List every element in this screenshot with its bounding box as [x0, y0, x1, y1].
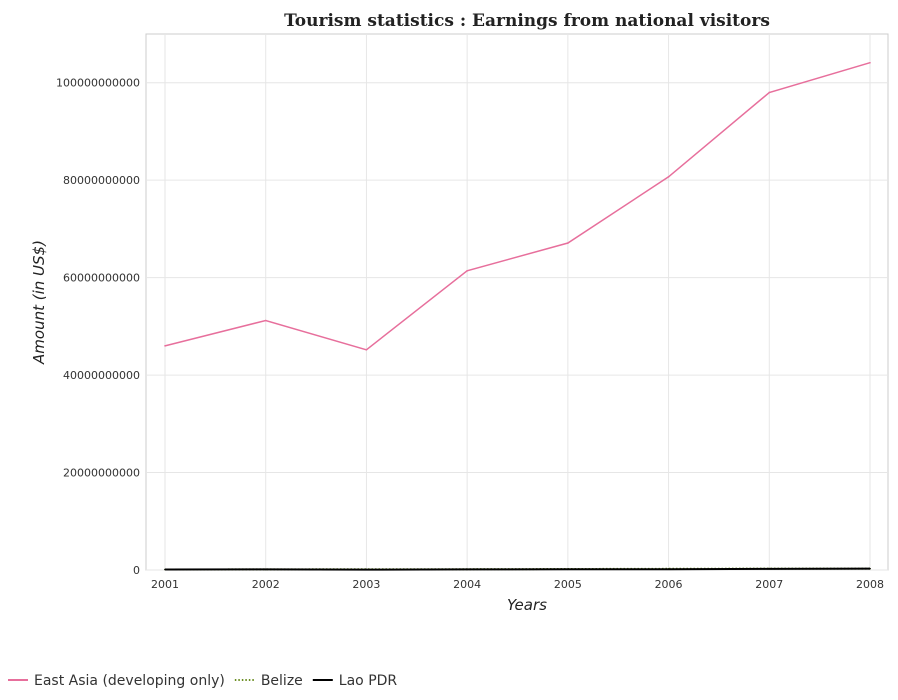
x-tick-label: 2007 — [755, 578, 783, 591]
x-tick-label: 2001 — [151, 578, 179, 591]
series-point — [264, 568, 267, 571]
y-axis-title: Amount (in US$) — [30, 240, 48, 365]
y-tick-label: 60000000000 — [63, 272, 140, 285]
y-tick-label: 100000000000 — [56, 77, 140, 90]
series-point — [365, 568, 368, 571]
series-point — [264, 319, 267, 322]
series-point — [164, 568, 166, 571]
plot-area — [145, 33, 889, 571]
x-axis-ticks: 2001 2002 2003 2004 2005 2006 2007 2008 — [151, 578, 884, 591]
x-tick-label: 2005 — [554, 578, 582, 591]
x-tick-label: 2004 — [453, 578, 481, 591]
y-axis-ticks: 0 20000000000 40000000000 60000000000 800000… — [56, 77, 140, 577]
x-tick-label: 2002 — [252, 578, 280, 591]
x-tick-label: 2008 — [856, 578, 884, 591]
series-point — [768, 91, 771, 94]
series-point — [869, 61, 871, 64]
series-point — [466, 568, 468, 571]
series-point — [164, 345, 166, 347]
series-point — [365, 348, 368, 351]
y-tick-label: 20000000000 — [63, 467, 140, 480]
x-tick-label: 2003 — [352, 578, 380, 591]
y-tick-label: 40000000000 — [63, 369, 140, 382]
y-tick-label: 80000000000 — [63, 174, 140, 187]
series-line-0 — [164, 61, 871, 351]
x-axis-title: Years — [507, 596, 547, 614]
chart-title: Tourism statistics : Earnings from natio… — [284, 11, 770, 31]
y-tick-label: 0 — [133, 564, 140, 577]
series-point — [869, 567, 871, 570]
legend-label: Belize — [261, 673, 303, 689]
series-point — [466, 270, 468, 272]
x-tick-label: 2006 — [655, 578, 683, 591]
series-line-2 — [164, 567, 871, 571]
series-point — [567, 242, 569, 244]
series-point — [667, 175, 670, 178]
series-layer — [164, 61, 871, 571]
legend-label: East Asia (developing only) — [34, 673, 225, 689]
legend: East Asia (developing only) Belize Lao PDR — [8, 673, 397, 689]
legend-label: Lao PDR — [339, 673, 398, 689]
series-point — [567, 568, 569, 571]
series-point — [667, 568, 670, 570]
grid — [146, 34, 888, 571]
series-point — [768, 568, 771, 570]
